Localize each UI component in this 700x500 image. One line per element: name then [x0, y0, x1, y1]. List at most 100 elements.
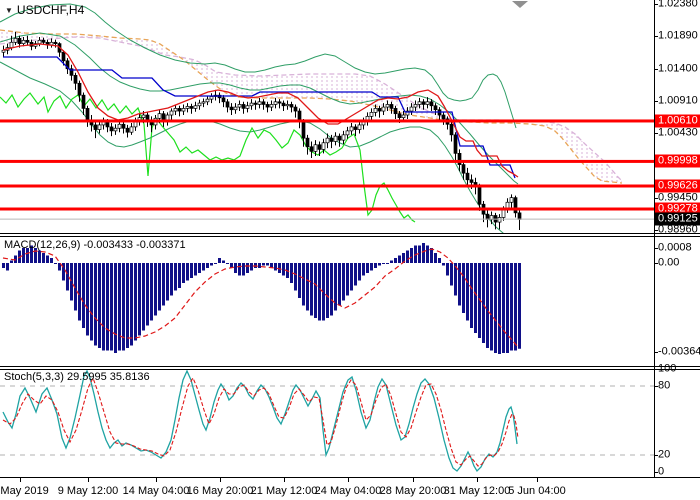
time-axis-tick: [348, 478, 349, 482]
macd-histogram-bar: [94, 263, 97, 346]
resistance-support-line[interactable]: [0, 184, 654, 188]
macd-histogram-bar: [162, 263, 165, 306]
time-axis-label: 21 May 12:00: [250, 485, 318, 497]
bollinger-upper-line: [0, 3, 517, 129]
macd-histogram-bar: [474, 263, 477, 333]
time-axis-label: 9 May 12:00: [57, 485, 119, 497]
macd-histogram-bar: [498, 263, 501, 354]
stoch-axis-tick: [654, 369, 658, 370]
macd-histogram-bar: [82, 263, 85, 328]
macd-histogram-bar: [54, 263, 57, 264]
time-axis-label: 24 May 04:00: [314, 485, 382, 497]
macd-axis-label: 0.00: [658, 256, 680, 269]
macd-histogram-bar: [182, 263, 185, 283]
macd-histogram-bar: [250, 263, 253, 271]
macd-histogram-bar: [186, 263, 189, 281]
macd-histogram-bar: [422, 243, 425, 263]
stoch-axis-label: 20: [658, 448, 671, 461]
stoch-axis-label: 0: [658, 465, 665, 478]
price-axis-tick: [654, 68, 658, 70]
macd-histogram-bar: [118, 263, 121, 351]
macd-histogram-bar: [158, 263, 161, 311]
time-axis-tick: [220, 478, 221, 482]
macd-histogram-bar: [222, 260, 225, 263]
macd-axis-label: 0.0008: [658, 241, 692, 254]
macd-histogram-bar: [166, 263, 169, 301]
macd-histogram-bar: [350, 263, 353, 291]
macd-histogram-bar: [342, 263, 345, 301]
macd-histogram-bar: [282, 263, 285, 276]
macd-histogram-bar: [406, 250, 409, 263]
macd-histogram-bar: [322, 263, 325, 321]
price-axis-label: 0.98960: [658, 223, 698, 236]
price-axis-label: 1.00430: [658, 126, 698, 139]
main-chart-canvas[interactable]: [0, 0, 654, 233]
macd-histogram-bar: [218, 258, 221, 263]
panel-separator[interactable]: [0, 236, 700, 237]
macd-histogram-bar: [410, 248, 413, 263]
macd-histogram-bar: [202, 263, 205, 271]
macd-histogram-bar: [246, 263, 249, 273]
chikou-span-line: [0, 92, 416, 223]
stoch-axis-label: 100: [658, 362, 677, 375]
time-axis-tick: [477, 478, 478, 482]
macd-histogram-bar: [506, 263, 509, 353]
macd-histogram-bar: [214, 263, 217, 264]
macd-histogram-bar: [138, 263, 141, 336]
macd-histogram-bar: [106, 263, 109, 351]
macd-histogram-bar: [238, 263, 241, 276]
stoch-main-line: [2, 370, 518, 473]
macd-axis-label: -0.003642: [658, 345, 700, 358]
panel-separator[interactable]: [0, 366, 700, 367]
macd-histogram-bar: [466, 263, 469, 321]
macd-histogram-bar: [514, 263, 517, 351]
macd-histogram-bar: [262, 263, 265, 266]
macd-histogram-bar: [130, 263, 133, 346]
macd-histogram-bar: [438, 258, 441, 263]
price-axis-label: 1.01400: [658, 62, 698, 75]
candles: [1, 31, 522, 231]
macd-histogram-bar: [386, 263, 389, 264]
macd-histogram-bar: [346, 263, 349, 296]
macd-histogram-bar: [34, 248, 37, 263]
macd-histogram-bar: [66, 263, 69, 291]
macd-histogram-bar: [494, 263, 497, 353]
macd-histogram-bar: [150, 263, 153, 321]
time-axis-tick: [537, 478, 538, 482]
macd-histogram-bar: [478, 263, 481, 338]
panel-separator[interactable]: [0, 233, 700, 234]
macd-histogram-bar: [86, 263, 89, 336]
macd-histogram-bar: [362, 263, 365, 276]
resistance-support-line[interactable]: [0, 207, 654, 211]
resistance-support-line[interactable]: [0, 159, 654, 163]
macd-histogram-bar: [390, 260, 393, 263]
macd-histogram-bar: [258, 263, 261, 268]
macd-histogram-bar: [442, 263, 445, 266]
macd-histogram-bar: [274, 263, 277, 271]
macd-histogram-bar: [170, 263, 173, 296]
panel-separator[interactable]: [0, 369, 700, 370]
price-axis-label: 0.99450: [658, 191, 698, 204]
macd-histogram-bar: [50, 258, 53, 263]
time-axis-tick: [284, 478, 285, 482]
macd-histogram-bar: [330, 263, 333, 316]
stoch-panel-canvas[interactable]: [0, 370, 654, 477]
macd-histogram-bar: [194, 263, 197, 276]
price-level-badge: 0.99278: [655, 202, 700, 216]
macd-histogram-bar: [234, 263, 237, 273]
macd-axis-tick: [654, 248, 658, 249]
macd-panel-canvas[interactable]: [0, 238, 654, 366]
chevron-down-icon[interactable]: ▼: [5, 6, 13, 15]
macd-histogram-bar: [354, 263, 357, 286]
resistance-support-line[interactable]: [0, 119, 654, 123]
macd-histogram-bar: [366, 263, 369, 273]
macd-histogram-bar: [486, 263, 489, 348]
macd-histogram-bar: [114, 263, 117, 353]
time-axis-label: 31 May 12:00: [443, 485, 511, 497]
macd-histogram-bar: [154, 263, 157, 316]
macd-histogram-bar: [174, 263, 177, 291]
macd-histogram-bar: [290, 263, 293, 283]
macd-histogram-bar: [302, 263, 305, 306]
chart-shift-icon[interactable]: [512, 1, 528, 8]
